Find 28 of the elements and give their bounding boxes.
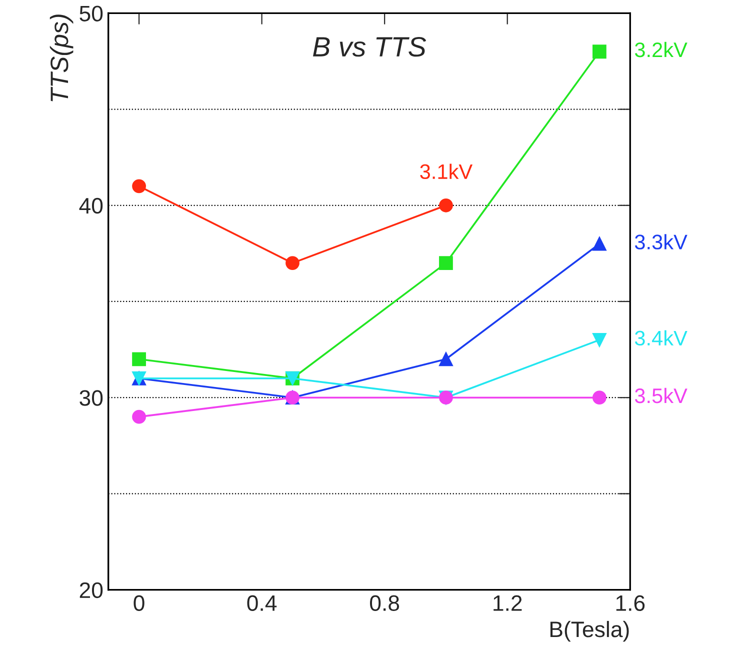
x-tick-label: 0 <box>134 595 144 611</box>
point <box>592 390 606 405</box>
y-tick-label: 50 <box>80 6 103 22</box>
point <box>592 236 606 251</box>
y-tick-label: 30 <box>80 390 103 406</box>
x-tick-label: 0.4 <box>247 595 277 611</box>
series-label: 3.2kV <box>634 42 688 58</box>
point <box>439 352 453 366</box>
text: B vs TTS <box>312 36 426 57</box>
series-label: 3.5kV <box>634 388 688 404</box>
x-axis-title: B(Tesla) <box>550 620 629 642</box>
y-axis-title: TTS(ps) <box>50 14 74 102</box>
point <box>132 352 146 366</box>
series-label: 3.1kV <box>420 164 473 180</box>
series-label: 3.4kV <box>634 330 688 346</box>
point <box>132 410 146 424</box>
y-tick-label: 40 <box>79 198 103 214</box>
point <box>439 198 453 212</box>
point <box>286 256 300 270</box>
point <box>439 256 453 270</box>
series-label: 3.3kV <box>634 234 688 250</box>
x-tick-label: 0.8 <box>370 595 400 611</box>
point <box>592 332 606 347</box>
x-tick-label: 1.6 <box>616 595 645 611</box>
point <box>592 44 606 59</box>
x-tick-label: 1.2 <box>494 595 522 611</box>
y-tick-label: 20 <box>80 582 103 598</box>
point <box>132 179 146 194</box>
